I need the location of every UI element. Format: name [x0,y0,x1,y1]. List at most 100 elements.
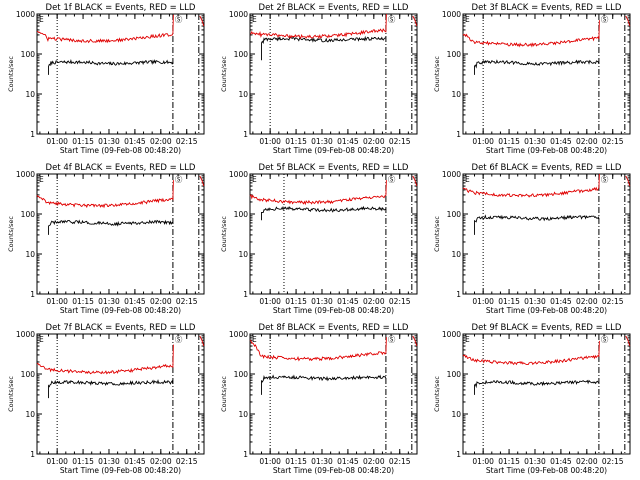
x-tick-label: 01:15 [72,137,94,146]
y-tick-label: 1 [30,450,35,459]
events-series-line [261,35,386,61]
x-axis-label: Start Time (09-Feb-08 00:48:20) [486,306,607,315]
e-marker: E [39,335,44,344]
lld-series-line [249,337,387,362]
y-tick-label: 100 [447,50,462,59]
x-tick-label: 01:30 [524,457,546,466]
x-axis-label: Start Time (09-Feb-08 00:48:20) [60,306,181,315]
x-axis-label: Start Time (09-Feb-08 00:48:20) [486,466,607,475]
events-series-line [48,379,174,399]
y-tick-label: 1000 [16,170,35,179]
plot-frame [249,173,418,295]
y-axis-label: Counts/sec [7,376,15,412]
panel-title: Det 9f BLACK = Events, RED = LLD [472,323,622,333]
s-marker: Ⓢ [601,175,609,184]
detector-panel: Det 5f BLACK = Events, RED = LLD 1 10 100 10… [220,163,418,315]
x-tick-label: 01:15 [285,457,307,466]
plot-frame [249,333,418,455]
x-tick-label: 01:30 [98,297,120,306]
s-marker: Ⓢ [388,15,396,24]
panel-title: Det 7f BLACK = Events, RED = LLD [46,323,196,333]
y-tick-label: 1 [243,130,248,139]
y-axis-label: Counts/sec [433,56,441,92]
x-tick-label: 02:15 [389,457,411,466]
e-marker: E [252,175,257,184]
e-marker: E [39,15,44,24]
x-tick-label: 01:15 [498,137,520,146]
x-tick-label: 01:30 [524,137,546,146]
x-tick-label: 01:45 [550,457,572,466]
y-axis-label: Counts/sec [7,56,15,92]
y-tick-label: 1 [30,130,35,139]
panel-title: Det 5f BLACK = Events, RED = LLD [259,163,409,173]
detector-panel: Det 2f BLACK = Events, RED = LLD 1 10 100 10… [220,3,418,155]
x-tick-label: 02:15 [602,457,624,466]
y-tick-label: 10 [451,90,461,99]
x-tick-label: 01:45 [550,137,572,146]
y-tick-label: 1000 [16,330,35,339]
x-tick-label: 02:00 [363,297,385,306]
x-axis-label: Start Time (09-Feb-08 00:48:20) [60,466,181,475]
x-tick-label: 01:30 [311,137,333,146]
x-tick-label: 01:45 [337,137,359,146]
x-tick-label: 02:15 [389,137,411,146]
panel-title: Det 2f BLACK = Events, RED = LLD [259,3,409,13]
s-marker: Ⓢ [601,15,609,24]
x-tick-label: 01:00 [259,137,281,146]
x-axis-label: Start Time (09-Feb-08 00:48:20) [273,466,394,475]
detector-panel: Det 9f BLACK = Events, RED = LLD 1 10 100 10… [433,323,631,475]
panel-title: Det 4f BLACK = Events, RED = LLD [46,163,196,173]
y-tick-label: 1000 [442,10,461,19]
events-series-line [261,374,387,395]
x-tick-label: 01:00 [259,457,281,466]
y-tick-label: 1000 [442,170,461,179]
x-tick-label: 02:15 [389,297,411,306]
lld-post-gap-trace [412,175,418,187]
y-tick-label: 10 [451,410,461,419]
x-tick-label: 01:00 [472,137,494,146]
x-tick-label: 02:15 [602,137,624,146]
x-tick-label: 01:15 [285,297,307,306]
y-tick-label: 10 [25,250,35,259]
lld-post-gap-trace [199,335,205,347]
y-tick-label: 10 [25,410,35,419]
lld-post-gap-trace [412,15,418,27]
y-tick-label: 1 [30,290,35,299]
y-tick-label: 1000 [229,330,248,339]
lld-series-line [36,14,174,44]
x-tick-label: 01:30 [311,297,333,306]
x-tick-label: 01:15 [285,137,307,146]
lld-post-gap-trace [412,335,418,347]
lld-post-gap-trace [625,15,631,27]
y-tick-label: 100 [447,210,462,219]
lld-series-line [36,180,174,209]
lld-series-line [462,340,600,366]
x-tick-label: 02:00 [363,137,385,146]
lld-series-line [462,20,600,48]
lld-post-gap-trace [199,15,205,27]
e-marker: E [465,335,470,344]
x-tick-label: 02:15 [176,297,198,306]
x-tick-label: 01:30 [311,457,333,466]
e-marker: E [465,175,470,184]
x-axis-label: Start Time (09-Feb-08 00:48:20) [273,306,394,315]
x-tick-label: 02:00 [150,457,172,466]
x-tick-label: 02:00 [150,137,172,146]
plot-frame [462,173,631,295]
y-tick-label: 100 [234,370,249,379]
y-tick-label: 100 [21,50,36,59]
y-tick-label: 1000 [229,10,248,19]
detector-panel: Det 4f BLACK = Events, RED = LLD 1 10 100 10… [7,163,205,315]
e-marker: E [252,335,257,344]
y-axis-label: Counts/sec [433,216,441,252]
x-tick-label: 01:00 [46,137,68,146]
x-tick-label: 02:00 [150,297,172,306]
x-tick-label: 01:45 [124,137,146,146]
s-marker: Ⓢ [601,335,609,344]
y-tick-label: 1 [456,130,461,139]
x-axis-label: Start Time (09-Feb-08 00:48:20) [60,146,181,155]
x-tick-label: 02:15 [176,457,198,466]
x-tick-label: 01:00 [46,457,68,466]
events-series-line [261,205,387,221]
